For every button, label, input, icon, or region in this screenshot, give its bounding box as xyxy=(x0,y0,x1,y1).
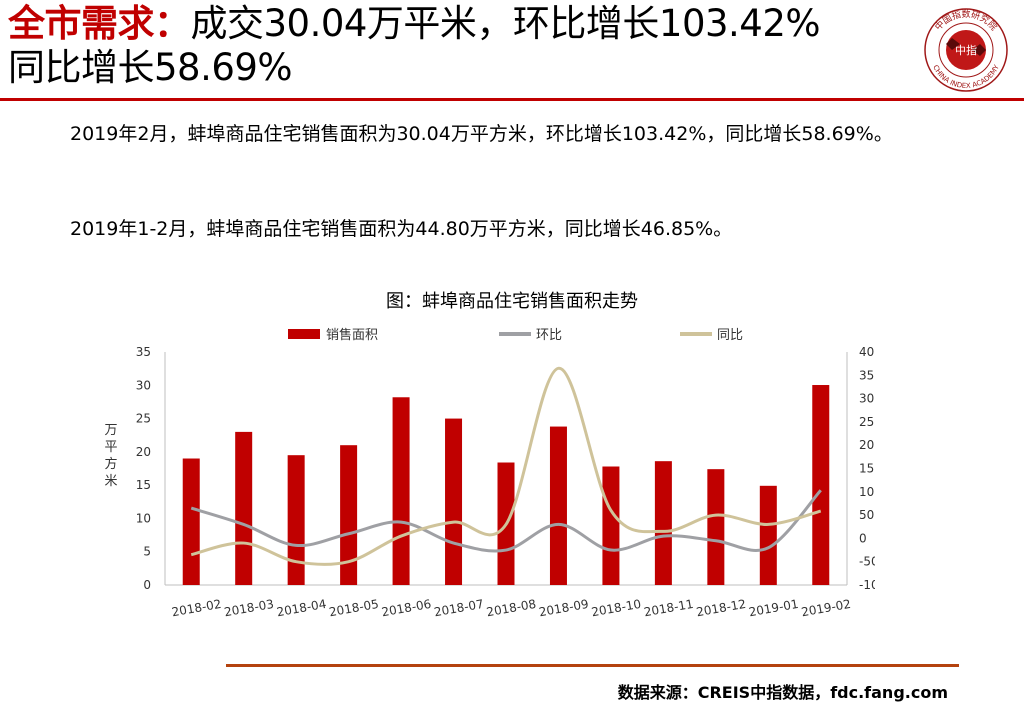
bar-sales-area xyxy=(602,466,620,585)
y-axis-label-char: 方 xyxy=(104,456,117,472)
y2-tick-label: 100 xyxy=(859,485,875,499)
bar-sales-area xyxy=(445,418,463,585)
bar-sales-area xyxy=(235,431,253,585)
y2-tick-label: 350 xyxy=(859,368,875,382)
y-axis-label-char: 平 xyxy=(104,440,117,455)
bar-sales-area xyxy=(759,485,777,585)
footer-divider xyxy=(226,664,959,667)
sales-area-chart: 0 5 10 15 20 25 30 35 -100 -50 0 50 100 150 200 250 300 3… xyxy=(104,327,875,619)
bar-sales-area xyxy=(182,458,200,585)
y2-tick-label: 0 xyxy=(859,531,867,545)
line-yoy xyxy=(190,366,822,566)
x-tick-label: 2018-10 xyxy=(590,597,642,619)
legend-label-yoy: 同比 xyxy=(717,328,743,343)
x-tick-label: 2018-05 xyxy=(328,597,380,619)
title-line1: 成交30.04万平米，环比增长103.42% xyxy=(190,2,821,45)
y2-tick-label: -50 xyxy=(859,555,875,569)
logo-emblem-icon xyxy=(946,30,986,70)
y-tick-label: 30 xyxy=(136,378,151,392)
y2-tick-label: 250 xyxy=(859,415,875,429)
y-axis-label-char: 米 xyxy=(104,474,117,489)
y2-tick-label: 300 xyxy=(859,392,875,406)
y-tick-label: 0 xyxy=(143,578,151,592)
x-tick-label: 2019-02 xyxy=(800,597,852,619)
header-divider xyxy=(0,98,1024,101)
legend-swatch-sales-area xyxy=(288,329,320,339)
line-mom xyxy=(190,489,822,553)
x-tick-label: 2018-02 xyxy=(171,597,223,619)
data-source: 数据来源：CREIS中指数据，fdc.fang.com xyxy=(617,683,948,702)
svg-text:中国指数研究院: 中国指数研究院 xyxy=(932,8,1000,33)
bar-sales-area xyxy=(707,469,725,585)
summary-paragraph-2: 2019年1-2月，蚌埠商品住宅销售面积为44.80万平方米，同比增长46.85… xyxy=(70,218,733,240)
y2-tick-label: 50 xyxy=(859,508,874,522)
x-tick-label: 2019-01 xyxy=(748,597,800,619)
title-line2: 同比增长58.69% xyxy=(8,46,293,89)
slide-title: 全市需求：成交30.04万平米，环比增长103.42% 同比增长58.69% xyxy=(8,2,908,90)
x-tick-label: 2018-04 xyxy=(276,597,328,619)
bar-sales-area xyxy=(812,385,830,585)
summary-paragraph-1: 2019年2月，蚌埠商品住宅销售面积为30.04万平方米，环比增长103.42%… xyxy=(70,123,893,145)
y-tick-label: 35 xyxy=(136,345,151,359)
bar-sales-area xyxy=(340,445,358,585)
x-tick-label: 2018-06 xyxy=(380,597,432,619)
y2-tick-label: 200 xyxy=(859,438,875,452)
x-tick-label: 2018-11 xyxy=(643,597,695,619)
y-axis-label-char: 万 xyxy=(104,423,117,438)
logo-center-text: 中指 xyxy=(955,43,977,57)
x-tick-label: 2018-12 xyxy=(695,597,747,619)
y-tick-label: 5 xyxy=(143,545,151,559)
y-tick-label: 25 xyxy=(136,412,151,426)
x-tick-label: 2018-08 xyxy=(485,597,537,619)
x-tick-label: 2018-07 xyxy=(433,597,485,619)
x-tick-label: 2018-09 xyxy=(538,597,590,619)
legend-label-sales-area: 销售面积 xyxy=(326,327,378,343)
bar-sales-area xyxy=(654,461,672,585)
y2-tick-label: 150 xyxy=(859,462,875,476)
y-tick-label: 20 xyxy=(136,445,151,459)
bar-sales-area xyxy=(392,397,410,585)
y-tick-label: 10 xyxy=(136,511,151,525)
chart-title: 图：蚌埠商品住宅销售面积走势 xyxy=(386,291,638,312)
title-keyword: 全市需求： xyxy=(8,2,191,45)
x-tick-label: 2018-03 xyxy=(223,597,275,619)
legend-label-mom: 环比 xyxy=(536,328,562,343)
china-index-academy-logo: 中国指数研究院 CHINA INDEX ACADEMY 中指 xyxy=(924,8,1008,92)
bar-sales-area xyxy=(549,426,567,585)
bar-sales-area xyxy=(287,455,305,585)
y-tick-label: 15 xyxy=(136,478,151,492)
y2-tick-label: -100 xyxy=(859,578,875,592)
y2-tick-label: 400 xyxy=(859,345,875,359)
logo-top-text: 中国指数研究院 xyxy=(932,8,1000,33)
